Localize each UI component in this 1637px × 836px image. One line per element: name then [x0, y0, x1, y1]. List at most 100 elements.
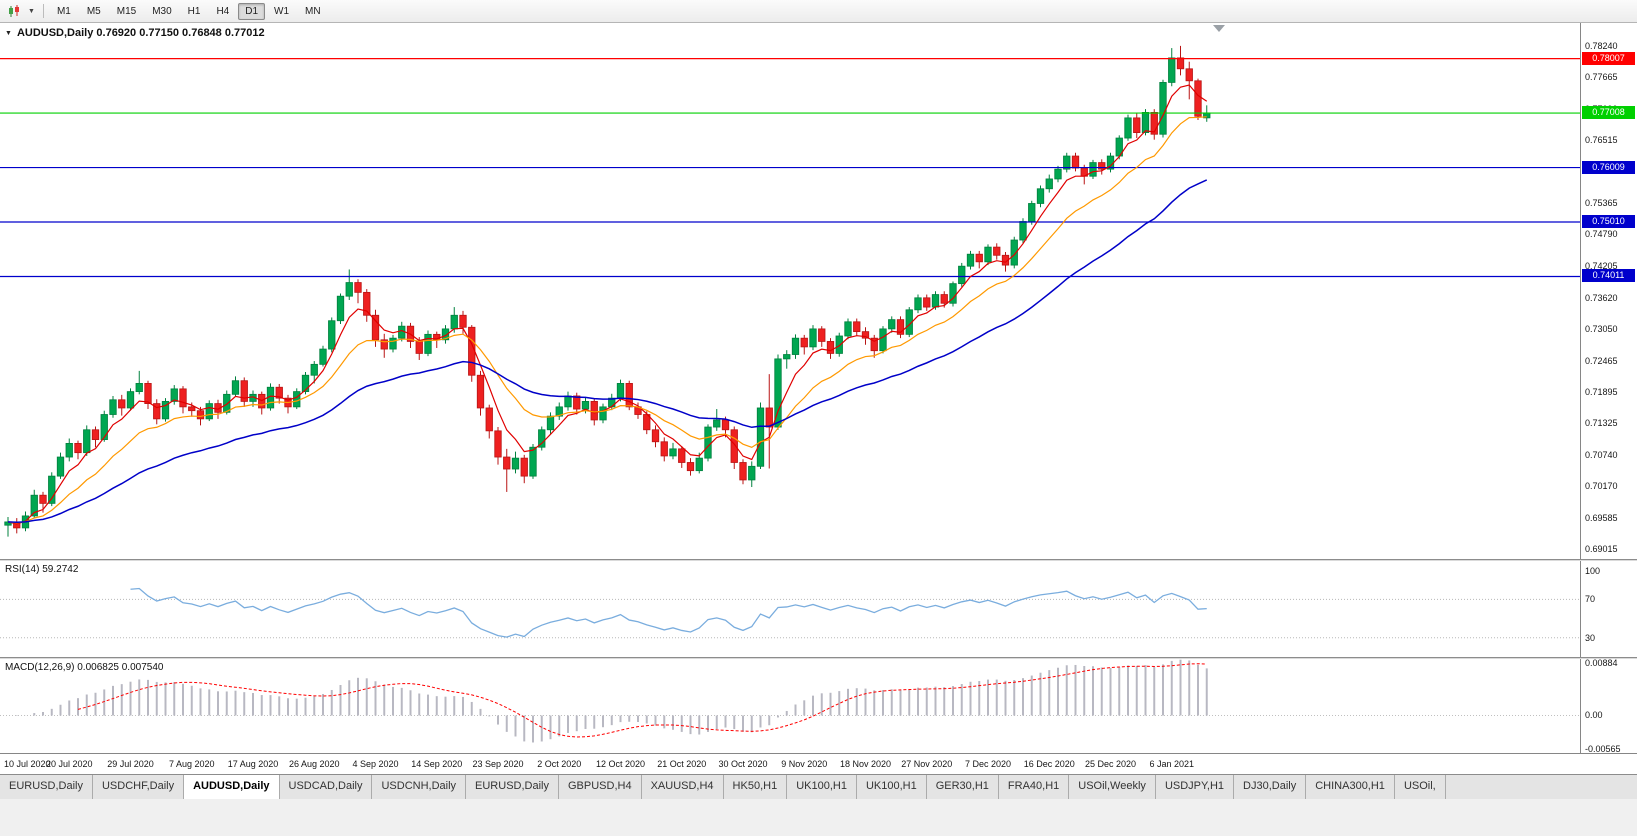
date-tick: 23 Sep 2020: [472, 759, 524, 769]
rsi-scale[interactable]: 100 70 30: [1580, 561, 1637, 657]
chart-tab-usdjpy-h1[interactable]: USDJPY,H1: [1155, 775, 1235, 799]
chart-tab-usdchf-daily[interactable]: USDCHF,Daily: [92, 775, 185, 799]
price-tick: 0.70740: [1585, 449, 1618, 460]
moving-average-34: [7, 179, 1208, 524]
price-level-tag: 0.78007: [1582, 51, 1635, 65]
chart-shift-marker[interactable]: [1213, 25, 1225, 32]
chart-tabs-bar: EURUSD,Daily USDCHF,Daily AUDUSD,Daily USDC…: [0, 774, 1637, 799]
price-tick: 0.71895: [1585, 386, 1618, 397]
top-toolbar: ▼ M1 M5 M15 M30 H1 H4 D1 W1 MN: [0, 0, 1637, 23]
date-tick: 16 Dec 2020: [1023, 759, 1075, 769]
chart-tab-ger30-h1[interactable]: GER30,H1: [926, 775, 999, 799]
macd-panel: MACD(12,26,9) 0.006825 0.007540 0.00884 0…: [0, 659, 1637, 753]
price-tick: 0.69585: [1585, 512, 1618, 523]
chart-tab-fra40-h1[interactable]: FRA40,H1: [998, 775, 1070, 799]
price-tick: 0.78240: [1585, 40, 1618, 51]
date-tick: 4 Sep 2020: [352, 759, 399, 769]
price-tick: 0.74790: [1585, 229, 1618, 240]
date-tick: 7 Dec 2020: [964, 759, 1012, 769]
date-tick: 17 Aug 2020: [227, 759, 279, 769]
panel-splitter-macd[interactable]: [0, 657, 1637, 659]
price-tick: 0.72465: [1585, 355, 1618, 366]
timeframe-button-m5[interactable]: M5: [86, 5, 101, 17]
chart-tab-usdcad-daily[interactable]: USDCAD,Daily: [279, 775, 373, 799]
timeframe-button-mn[interactable]: MN: [305, 5, 321, 17]
toolbar-separator: [42, 4, 44, 18]
chart-tab-xauusd-h4[interactable]: XAUUSD,H4: [641, 775, 724, 799]
rsi-tick: 100: [1585, 565, 1601, 576]
rsi-indicator-label: RSI(14) 59.2742: [5, 564, 79, 575]
panel-splitter-rsi[interactable]: [0, 559, 1637, 561]
price-tick: 0.73620: [1585, 292, 1618, 303]
date-tick: 21 Oct 2020: [657, 759, 707, 769]
chart-tab-eurusd-daily[interactable]: EURUSD,Daily: [0, 775, 93, 799]
timeframe-button-group: M1 M5 M15 M30 H1 H4 D1 W1 MN: [49, 2, 329, 20]
price-tick: 0.76515: [1585, 134, 1618, 145]
date-tick: 12 Oct 2020: [595, 759, 646, 769]
rsi-tick: 30: [1585, 632, 1596, 643]
chart-tab-gbpusd-h4[interactable]: GBPUSD,H4: [559, 775, 642, 799]
timeframe-button-d1[interactable]: D1: [238, 2, 266, 20]
main-chart-panel: ▼ AUDUSD,Daily 0.76920 0.77150 0.76848 0…: [0, 23, 1637, 559]
rsi-line: [130, 587, 1207, 638]
date-tick: 26 Aug 2020: [288, 759, 340, 769]
chart-tab-eurusd-daily[interactable]: EURUSD,Daily: [466, 775, 559, 799]
candlestick-glyph: [8, 4, 19, 17]
date-tick: 7 Aug 2020: [168, 759, 215, 769]
price-tick: 0.75365: [1585, 197, 1618, 208]
date-tick: 9 Nov 2020: [781, 759, 828, 769]
macd-tick: 0.00884: [1585, 659, 1618, 668]
price-tick: 0.70170: [1585, 480, 1618, 491]
price-tick: 0.69015: [1585, 543, 1618, 554]
price-tick: 0.74205: [1585, 260, 1618, 271]
price-level-tag: 0.76009: [1582, 160, 1635, 174]
macd-tick: 0.00: [1585, 710, 1603, 721]
timeframe-button-h4[interactable]: H4: [216, 5, 230, 17]
chart-tab-dj30-daily[interactable]: DJ30,Daily: [1234, 775, 1307, 799]
symbol-dropdown-icon[interactable]: ▼: [5, 29, 12, 37]
chart-tab-uk100-h1[interactable]: UK100,H1: [787, 775, 857, 799]
chart-tab-uk100-h1[interactable]: UK100,H1: [856, 775, 927, 799]
rsi-tick: 70: [1585, 594, 1596, 605]
timeframe-button-m1[interactable]: M1: [56, 5, 71, 17]
chart-tab-china300-h1[interactable]: CHINA300,H1: [1306, 775, 1395, 799]
price-tick: 0.71325: [1585, 417, 1618, 428]
chart-tab-usoil-weekly[interactable]: USOil,Weekly: [1069, 775, 1156, 799]
moving-average-13: [7, 116, 1207, 524]
chart-tab-audusd-daily[interactable]: AUDUSD,Daily: [184, 775, 280, 799]
time-scale[interactable]: 10 Jul 2020 20 Jul 2020 29 Jul 2020 7 Aug 2…: [0, 753, 1637, 774]
timeframe-button-m30[interactable]: M30: [152, 5, 172, 17]
rsi-panel: RSI(14) 59.2742 100 70 30: [0, 561, 1637, 657]
bottom-filler: [0, 799, 1637, 836]
macd-tick: -0.00565: [1585, 744, 1621, 753]
macd-signal-line: [77, 663, 1207, 738]
candlestick-chart-icon[interactable]: [3, 1, 25, 21]
date-tick: 6 Jan 2021: [1149, 759, 1195, 769]
chart-title: ▼ AUDUSD,Daily 0.76920 0.77150 0.76848 0…: [5, 27, 265, 39]
price-tick: 0.77665: [1585, 72, 1618, 83]
chart-tab-usoil[interactable]: USOil,: [1394, 775, 1446, 799]
macd-canvas[interactable]: [0, 659, 1580, 753]
price-scale[interactable]: 0.782400.776650.770900.765150.759400.753…: [1580, 23, 1637, 559]
macd-scale[interactable]: 0.00884 0.00 -0.00565: [1580, 659, 1637, 753]
date-tick: 14 Sep 2020: [411, 759, 463, 769]
date-tick: 2 Oct 2020: [537, 759, 582, 769]
date-tick: 30 Oct 2020: [718, 759, 768, 769]
chart-tab-usdcnh-daily[interactable]: USDCNH,Daily: [372, 775, 467, 799]
date-tick: 10 Jul 2020: [4, 759, 51, 769]
moving-average-5: [7, 84, 1208, 525]
date-tick: 18 Nov 2020: [839, 759, 892, 769]
rsi-canvas[interactable]: [0, 561, 1580, 657]
date-tick: 20 Jul 2020: [45, 759, 93, 769]
timeframe-button-m15[interactable]: M15: [116, 5, 137, 17]
price-level-tag: 0.74011: [1582, 269, 1635, 283]
main-chart-canvas[interactable]: [0, 23, 1580, 559]
chart-tab-hk50-h1[interactable]: HK50,H1: [723, 775, 788, 799]
chart-type-dropdown-icon[interactable]: ▼: [28, 7, 35, 15]
price-level-tag: 0.75010: [1582, 215, 1635, 229]
timeframe-button-h1[interactable]: H1: [187, 5, 201, 17]
price-level-tag: 0.77008: [1582, 106, 1635, 120]
date-tick: 25 Dec 2020: [1084, 759, 1137, 769]
date-tick: 29 Jul 2020: [107, 759, 154, 769]
timeframe-button-w1[interactable]: W1: [274, 5, 290, 17]
